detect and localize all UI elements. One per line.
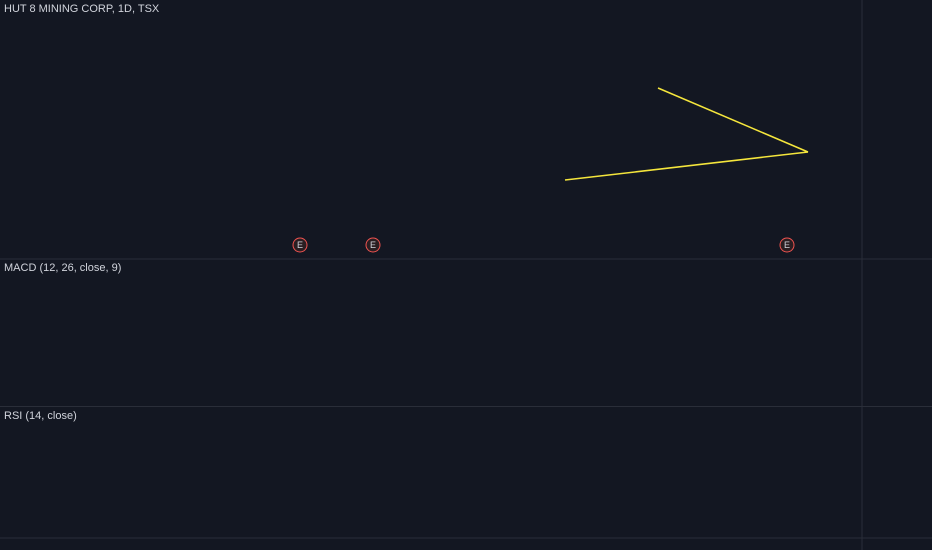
trendline xyxy=(657,87,809,153)
earnings-label: E xyxy=(784,240,790,250)
earnings-label: E xyxy=(297,240,303,250)
chart-title: HUT 8 MINING CORP, 1D, TSX xyxy=(4,3,160,15)
earnings-circle xyxy=(292,237,308,253)
earnings-marker: E E E xyxy=(292,237,795,253)
earnings-label: E xyxy=(370,240,376,250)
trendline xyxy=(564,151,809,181)
earnings-circle xyxy=(779,237,795,253)
pane-title: MACD (12, 26, close, 9) xyxy=(4,262,121,274)
earnings-circle xyxy=(365,237,381,253)
pane-title: RSI (14, close) xyxy=(4,410,77,422)
